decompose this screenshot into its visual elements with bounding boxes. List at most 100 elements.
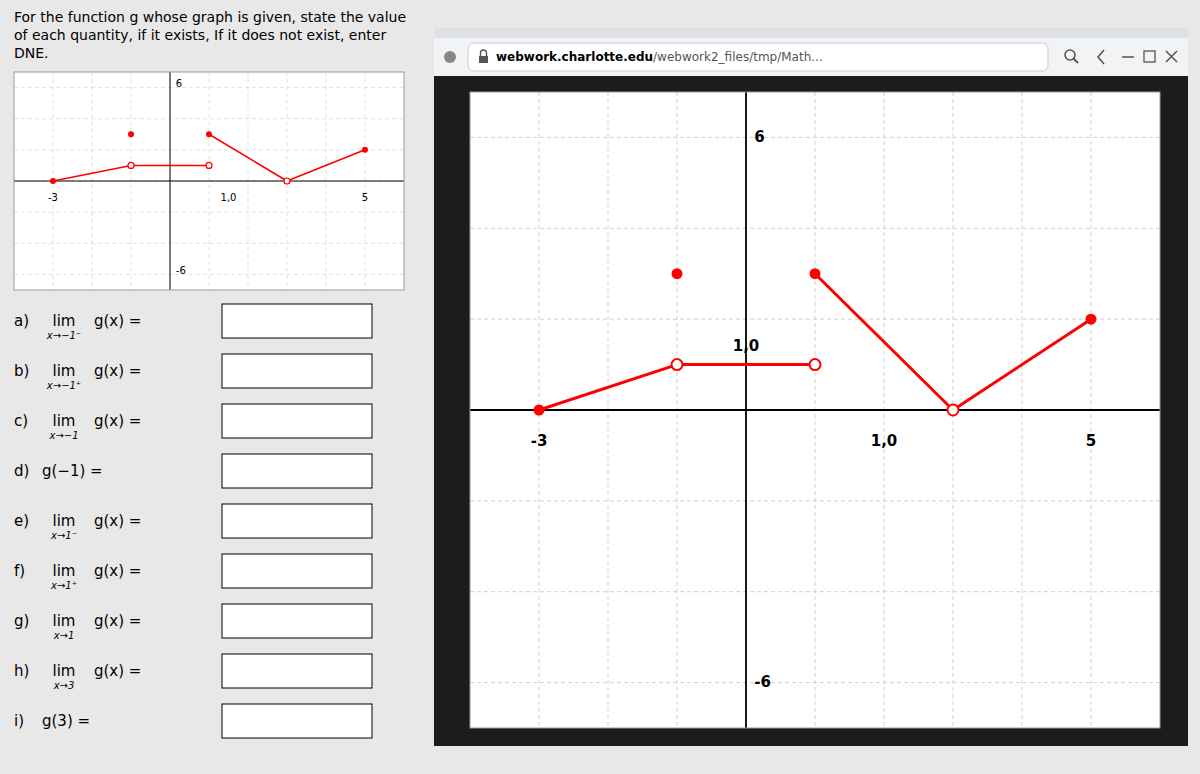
grid-line-y [14,212,404,213]
grid-line-x [746,92,747,728]
grid-line-x [170,72,171,290]
question-expression: g(x) = [94,662,141,680]
url-bar[interactable] [468,43,1048,71]
question-operator: lim [53,662,76,680]
plot-frame [14,72,404,290]
data [534,268,1097,415]
x-axis [14,181,404,182]
graph-segment [815,274,953,410]
chart: 6-6-31,01,05 [470,92,1160,728]
plot-area [14,72,404,290]
graph-segment [131,165,209,167]
question-subscript: x→1 [53,630,75,641]
graph-segment [677,363,815,366]
graph-segment [539,365,677,410]
question-expression: g(x) = [94,412,141,430]
url-host: webwork.charlotte.edu [496,50,653,64]
open-dot [948,405,959,416]
share-icon[interactable] [1098,50,1104,64]
close-button[interactable] [1166,51,1177,62]
filled-dot [1086,314,1097,325]
grid-line-y [14,243,404,244]
title-line: DNE. [14,45,49,61]
browser-window [434,28,1188,746]
answer-box[interactable] [222,704,372,738]
question-expression: g(3) = [42,712,90,730]
question-operator: lim [53,412,76,430]
minimize-button[interactable] [1122,56,1134,58]
question-subscript: x→−1⁻ [46,330,81,341]
title-line: of each quantity, if it exists, If it do… [14,27,386,43]
page: For the function g whose graph is given,… [0,0,1200,774]
question-label: g) [14,612,29,630]
grid-line-y [470,500,1160,501]
answer-box[interactable] [222,454,372,488]
maximize-button[interactable] [1144,51,1155,62]
y-axis [745,92,747,728]
axis-annotation: -6 [754,673,771,691]
axis-annotation: 1,0 [733,337,760,355]
filled-dot [206,131,212,137]
x-axis [470,409,1160,411]
filled-dot [810,268,821,279]
question-label: a) [14,312,29,330]
question-label: h) [14,662,29,680]
question-subscript: x→−1 [48,430,78,441]
question-operator: lim [53,312,76,330]
graph-segment [953,319,1091,410]
axis-annotation: 5 [1086,432,1096,450]
open-dot [672,359,683,370]
answer-box[interactable] [222,654,372,688]
grid-line-y [470,591,1160,592]
grid-line-y [470,228,1160,229]
filled-dot [534,405,545,416]
question-operator: lim [53,612,76,630]
axis-annotation: -3 [531,432,548,450]
question-operator: lim [53,512,76,530]
grid [470,92,1160,728]
axis-annotation: 1,0 [871,432,898,450]
question-label: d) [14,462,29,480]
lock-icon [479,56,488,63]
axis-annotation: -3 [48,192,58,203]
graph-segment [53,165,131,181]
grid-line-y [470,410,1160,411]
answer-box[interactable] [222,354,372,388]
question-label: c) [14,412,28,430]
question-label: b) [14,362,29,380]
filled-dot [50,178,56,184]
filled-dot [672,268,683,279]
plot-frame [470,92,1160,728]
answer-box[interactable] [222,504,372,538]
chart: 6-31,05-6 [14,72,404,290]
browser-tab-strip [434,28,1188,38]
question-operator: lim [53,562,76,580]
grid-line-y [470,319,1160,320]
url-path: /webwork2_files/tmp/Math... [653,50,823,64]
filled-dot [128,131,134,137]
answer-box[interactable] [222,304,372,338]
answer-box[interactable] [222,404,372,438]
open-dot [284,178,290,184]
lock-shackle [481,50,487,56]
grid-line-y [14,149,404,150]
question-expression: g(x) = [94,312,141,330]
question-expression: g(x) = [94,512,141,530]
plot-area [470,92,1160,728]
open-dot [810,359,821,370]
question-subscript: x→1⁻ [50,530,77,541]
question-subscript: x→−1⁺ [46,380,81,391]
question-subscript: x→1⁺ [50,580,77,591]
question-label: f) [14,562,25,580]
question-expression: g(x) = [94,612,141,630]
question-expression: g(x) = [94,562,141,580]
grid-line-y [14,118,404,119]
background [0,0,1200,774]
question-operator: lim [53,362,76,380]
answer-box[interactable] [222,604,372,638]
answer-box[interactable] [222,554,372,588]
question-label: i) [14,712,24,730]
grid-line-y [14,181,404,182]
graph-segment [287,150,365,181]
title-line: For the function g whose graph is given,… [14,9,406,25]
